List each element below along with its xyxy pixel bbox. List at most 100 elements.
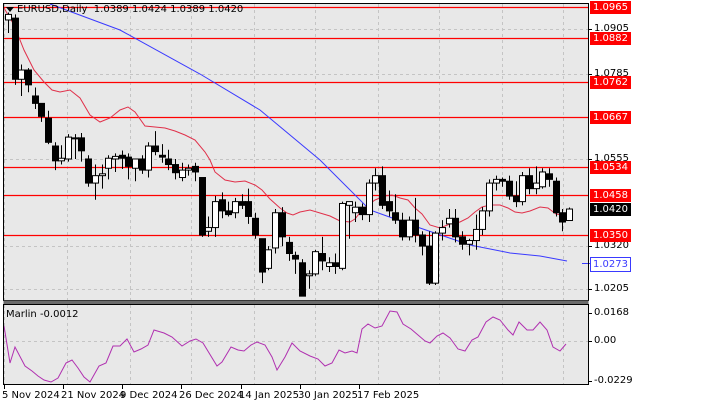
candle [145, 145, 152, 171]
panel-splitter[interactable] [3, 300, 589, 305]
level-price-label: 1.0534 [590, 161, 631, 174]
candle [152, 145, 159, 153]
candle [132, 158, 139, 169]
candle [219, 199, 226, 212]
candle [386, 201, 393, 212]
candle [479, 210, 486, 230]
candle [119, 154, 126, 159]
candle [499, 178, 506, 182]
candle [58, 157, 65, 162]
candle [446, 217, 453, 225]
collapse-triangle-icon[interactable] [6, 6, 14, 12]
candle [399, 219, 406, 238]
level-price-label: 1.0762 [590, 76, 631, 89]
candle [339, 202, 346, 269]
candle [459, 236, 466, 245]
candle [159, 154, 166, 158]
candle [372, 175, 379, 184]
candle [232, 201, 239, 214]
chart-title: EURUSD,Daily 1.0389 1.0424 1.0389 1.0420 [6, 4, 243, 15]
candle [392, 212, 399, 221]
candle [332, 262, 339, 267]
candle [265, 249, 272, 269]
candle [199, 177, 206, 236]
candle [72, 137, 79, 140]
candle [212, 201, 219, 229]
ma-value-label: 1.0273 [590, 257, 631, 272]
candle [38, 102, 45, 117]
candle [205, 227, 212, 232]
candle [533, 182, 540, 190]
candle [299, 262, 306, 297]
candle [553, 180, 560, 214]
candle [279, 212, 286, 238]
indicator-plot-area [3, 305, 588, 384]
candle [272, 212, 279, 249]
candle [252, 217, 259, 236]
candle [12, 17, 19, 80]
indicator-title: Marlin -0.0012 [6, 309, 79, 320]
candle [486, 182, 493, 212]
candle [559, 212, 566, 223]
candle [99, 173, 106, 177]
price-tick-label: 1.0205 [594, 283, 629, 294]
price-tick-label: 1.0320 [594, 240, 629, 251]
candle [326, 262, 333, 267]
candle [286, 241, 293, 255]
candle [172, 164, 179, 174]
candle [112, 155, 119, 160]
level-price-label: 1.0458 [590, 189, 631, 202]
candle [359, 206, 366, 216]
candle [239, 201, 246, 206]
level-price-label: 1.0965 [590, 1, 631, 14]
price-tick-label: 1.0905 [594, 23, 629, 34]
indicator-tick-label: -0.0229 [594, 375, 633, 386]
candle [225, 210, 232, 216]
candle [105, 157, 112, 169]
time-axis-label: 26 Dec 2024 [179, 390, 243, 401]
candle [346, 201, 353, 206]
candle [506, 180, 513, 197]
level-price-label: 1.0882 [590, 32, 631, 45]
candle [493, 178, 500, 184]
symbol-timeframe: EURUSD,Daily [17, 4, 88, 15]
candle [406, 219, 413, 238]
candle [259, 238, 266, 273]
candle [432, 232, 439, 284]
candle [185, 167, 192, 171]
price-tick-label: 1.0555 [594, 153, 629, 164]
candle [439, 227, 446, 234]
candle [526, 175, 533, 190]
candle [165, 158, 172, 166]
candle [306, 273, 313, 277]
time-axis-label: 30 Jan 2025 [298, 390, 358, 401]
candle [5, 13, 12, 21]
candle [25, 69, 32, 86]
time-axis-label: 5 Nov 2024 [2, 390, 60, 401]
candle [192, 165, 199, 173]
candle [546, 173, 553, 180]
candle [65, 136, 72, 160]
candle [379, 175, 386, 206]
candle [18, 69, 25, 80]
candle [125, 156, 132, 167]
indicator-tick-label: 0.0168 [594, 307, 629, 318]
ohlc-values: 1.0389 1.0424 1.0389 1.0420 [93, 4, 244, 15]
time-axis-label: 21 Nov 2024 [61, 390, 126, 401]
candle [366, 182, 373, 216]
candle [45, 117, 52, 143]
candle [473, 228, 480, 242]
candle [466, 240, 473, 245]
current-price-label: 1.0420 [590, 203, 631, 216]
candle [513, 195, 520, 203]
candle [78, 137, 85, 152]
candle [352, 206, 359, 214]
candle [452, 217, 459, 238]
candle [319, 253, 326, 262]
level-price-label: 1.0350 [590, 229, 631, 242]
candle [85, 158, 92, 184]
indicator-tick-label: 0.00 [594, 335, 617, 346]
candle [52, 145, 59, 162]
candle [539, 171, 546, 188]
